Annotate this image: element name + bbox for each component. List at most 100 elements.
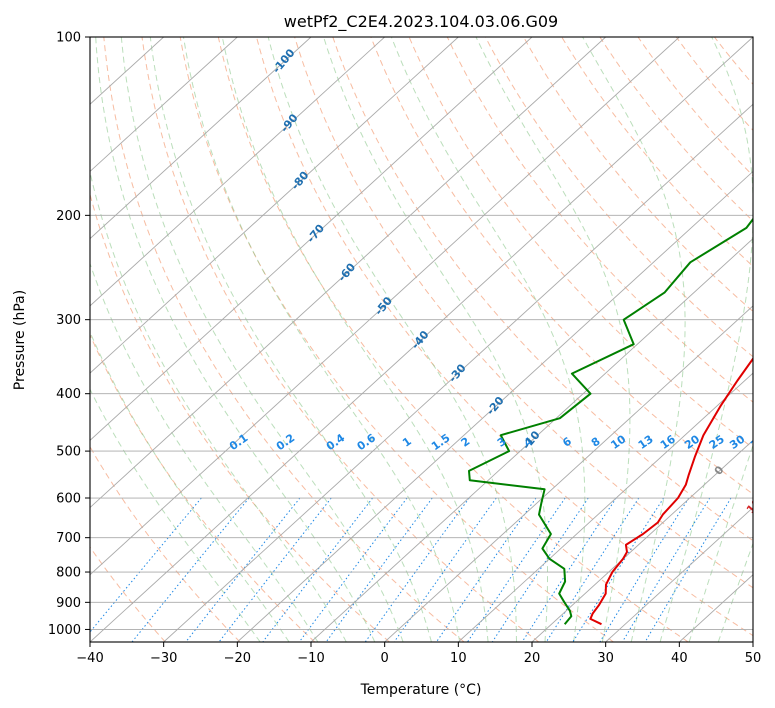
y-tick-label: 500 — [56, 445, 81, 460]
mixing-ratio-line — [467, 497, 566, 642]
isotherm-line — [90, 37, 680, 576]
moist-adiabat-line — [717, 542, 753, 642]
mixing-ratio-line — [90, 497, 202, 633]
x-tick-label: 40 — [671, 651, 688, 666]
y-tick-label: 800 — [56, 566, 81, 581]
x-tick-label: −40 — [76, 651, 103, 666]
moist-adiabat-line — [323, 37, 548, 642]
moist-adiabat-line — [267, 37, 517, 642]
isotherm-line — [163, 103, 753, 642]
mixing-ratio-line — [364, 497, 470, 642]
y-axis-title: Pressure (hPa) — [12, 290, 28, 390]
y-tick-label: 400 — [56, 387, 81, 402]
moist-adiabat-line — [659, 37, 753, 642]
mixing-ratio-line — [393, 497, 497, 642]
y-tick-label: 600 — [56, 492, 81, 507]
moist-adiabat-line — [688, 443, 753, 642]
x-tick-label: 50 — [745, 651, 762, 666]
plot-frame — [89, 36, 754, 643]
dry-adiabat-line — [332, 37, 753, 542]
x-tick-label: 0 — [381, 651, 389, 666]
mixing-ratio-label: 8 — [589, 435, 603, 450]
mixing-ratio-line — [185, 497, 301, 642]
isotherm-line — [237, 170, 753, 642]
dry-adiabat-line — [523, 37, 753, 313]
dry-adiabat-line — [90, 445, 241, 642]
moist-adiabat-line — [90, 330, 290, 642]
mixing-ratio-line — [435, 497, 537, 642]
moist-adiabat-label: 10 — [744, 496, 764, 516]
mixing-ratio-label: 0.2 — [274, 431, 297, 453]
axis-ticks: −40 −30 −20 −10 0 10 20 30 40 5010020030040050060… — [48, 31, 761, 667]
dry-adiabat-line — [370, 37, 753, 495]
profile-lines — [468, 217, 753, 626]
moist-adiabat-line — [475, 37, 631, 642]
dry-adiabat-line — [294, 37, 753, 589]
moist-adiabat-line — [183, 37, 461, 642]
mixing-ratio-line — [621, 497, 711, 642]
temperature-profile-line — [589, 357, 753, 626]
mixing-ratio-line — [262, 497, 373, 642]
line-labels: 0.1 0.2 0.4 0.6 1 1.5 2 3 4 6 8 10 13 16 20 25 30 36-100-… — [227, 46, 768, 516]
dry-adiabat-line — [256, 37, 753, 637]
grid-lines — [90, 37, 753, 642]
y-tick-label: 900 — [56, 596, 81, 611]
isotherm-line — [384, 305, 753, 642]
moist-adiabat-line — [90, 388, 261, 642]
dry-adiabat-line — [179, 37, 614, 642]
mixing-ratio-label: 1.5 — [429, 431, 452, 453]
moist-adiabat-line — [90, 169, 347, 642]
dry-adiabat-line — [714, 37, 753, 85]
dry-adiabat-label: -100 — [270, 46, 298, 76]
isotherm-line — [90, 37, 312, 240]
isotherm-line — [90, 37, 606, 509]
mixing-ratio-label: 2 — [459, 435, 473, 450]
x-tick-label: −30 — [150, 651, 177, 666]
moist-adiabat-line — [95, 37, 376, 642]
isotherm-line — [90, 37, 238, 173]
y-tick-label: 700 — [56, 531, 81, 546]
isotherm-line — [531, 439, 753, 642]
mixing-ratio-line — [572, 497, 665, 642]
isotherm-line — [605, 506, 753, 642]
mixing-ratio-line — [521, 497, 617, 642]
mixing-ratio-line — [131, 497, 250, 642]
moist-adiabat-line — [90, 262, 319, 642]
isotherm-line — [90, 37, 753, 642]
mixing-ratio-line — [599, 497, 690, 642]
isotherm-line — [310, 238, 753, 642]
dry-adiabat-line — [90, 192, 390, 642]
mixing-ratio-line — [644, 497, 732, 642]
isotherm-line — [752, 641, 753, 642]
x-tick-label: −20 — [224, 651, 251, 666]
isotherm-line — [90, 37, 533, 441]
dry-adiabat-line — [217, 37, 689, 642]
isotherm-line — [90, 37, 459, 374]
moist-adiabat-line — [149, 37, 432, 642]
mixing-ratio-label: 30 — [727, 432, 747, 452]
x-axis-title: Temperature (°C) — [360, 682, 482, 698]
dry-adiabat-line — [446, 37, 753, 403]
dewpoint-profile-line — [468, 217, 753, 625]
mixing-ratio-label: 0.1 — [227, 431, 250, 453]
y-tick-label: 200 — [56, 209, 81, 224]
x-tick-label: −10 — [297, 651, 324, 666]
mixing-ratio-label: 6 — [560, 435, 574, 450]
background-lines — [90, 37, 753, 642]
dry-adiabat-line — [103, 37, 465, 642]
mixing-ratio-line — [218, 497, 332, 642]
mixing-ratio-line — [491, 497, 589, 642]
moist-adiabat-line — [390, 37, 586, 642]
x-tick-label: 20 — [524, 651, 541, 666]
x-tick-label: 30 — [597, 651, 614, 666]
dry-adiabat-line — [484, 37, 753, 358]
dry-adiabat-line — [90, 333, 316, 642]
dry-adiabat-line — [675, 37, 753, 131]
y-tick-label: 100 — [56, 31, 81, 46]
dry-adiabat-line — [561, 37, 753, 267]
mixing-ratio-line — [298, 497, 408, 642]
mixing-ratio-label: 36 — [748, 432, 768, 452]
dry-adiabat-line — [637, 37, 753, 177]
y-tick-label: 300 — [56, 313, 81, 328]
